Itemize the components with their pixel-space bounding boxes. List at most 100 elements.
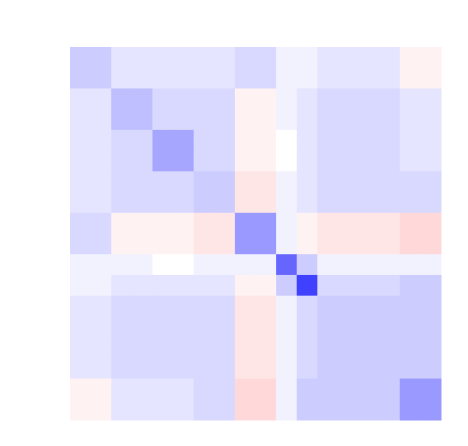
heatmap-cell — [193, 378, 215, 400]
heatmap-cell — [234, 233, 256, 255]
heatmap-cell — [90, 233, 112, 255]
heatmap-cell — [337, 254, 360, 276]
heatmap-cell — [152, 399, 174, 421]
heatmap-cell — [131, 337, 153, 359]
heatmap-cell — [276, 109, 298, 131]
heatmap-cell — [399, 88, 421, 110]
heatmap-cell — [70, 337, 92, 359]
heatmap-cell — [111, 129, 133, 152]
heatmap-cell — [193, 233, 215, 255]
heatmap-cell — [214, 192, 236, 214]
heatmap-cell — [152, 212, 174, 234]
heatmap-cell — [337, 129, 360, 152]
heatmap-cell — [420, 212, 442, 234]
heatmap-cell — [193, 212, 215, 234]
heatmap-cell — [173, 357, 195, 380]
heatmap-cell — [214, 212, 236, 234]
heatmap-cell — [173, 233, 195, 255]
heatmap-cell — [90, 357, 112, 380]
heatmap-cell — [193, 192, 215, 214]
heatmap-cell — [317, 192, 339, 214]
heatmap-cell — [420, 399, 442, 421]
heatmap-cell — [420, 88, 442, 110]
heatmap-cell — [420, 337, 442, 359]
heatmap-cell — [152, 88, 174, 110]
heatmap-cell — [420, 171, 442, 193]
heatmap-cell — [111, 274, 133, 297]
heatmap-cell — [379, 399, 401, 421]
heatmap-cell — [296, 109, 318, 131]
heatmap-cell — [379, 129, 401, 152]
heatmap-cell — [131, 378, 153, 400]
heatmap-cell — [379, 150, 401, 172]
heatmap-cell — [276, 88, 298, 110]
heatmap-cell — [111, 357, 133, 380]
heatmap-cell — [193, 150, 215, 172]
heatmap-cell — [255, 192, 277, 214]
heatmap-cell — [90, 129, 112, 152]
heatmap-cell — [399, 378, 421, 400]
heatmap-cell — [337, 295, 360, 317]
heatmap-cell — [296, 192, 318, 214]
heatmap-cell — [317, 274, 339, 297]
heatmap-cell — [90, 337, 112, 359]
heatmap-cell — [152, 316, 174, 338]
heatmap-cell — [152, 274, 174, 297]
heatmap-cell — [255, 233, 277, 255]
heatmap-cell — [317, 357, 339, 380]
heatmap-cell — [234, 274, 256, 297]
heatmap-cell — [70, 47, 92, 69]
heatmap-cell — [131, 67, 153, 89]
heatmap-cell — [296, 399, 318, 421]
heatmap-cell — [420, 316, 442, 338]
heatmap-cell — [111, 399, 133, 421]
heatmap-cell — [234, 47, 256, 69]
heatmap-cell — [234, 295, 256, 317]
heatmap-cell — [193, 67, 215, 89]
heatmap-cell — [255, 254, 277, 276]
heatmap-cell — [358, 233, 380, 255]
heatmap-cell — [296, 233, 318, 255]
heatmap-cell — [111, 378, 133, 400]
heatmap-cell — [337, 88, 360, 110]
heatmap-cell — [131, 316, 153, 338]
heatmap-cell — [90, 316, 112, 338]
heatmap-cell — [90, 67, 112, 89]
heatmap-cell — [214, 399, 236, 421]
heatmap-cell — [131, 171, 153, 193]
heatmap-cell — [420, 378, 442, 400]
heatmap-cell — [399, 274, 421, 297]
heatmap-cell — [399, 171, 421, 193]
heatmap-cell — [214, 378, 236, 400]
heatmap-cell — [379, 67, 401, 89]
heatmap-cell — [255, 129, 277, 152]
heatmap-cell — [234, 150, 256, 172]
heatmap-cell — [193, 47, 215, 69]
heatmap-cell — [234, 378, 256, 400]
heatmap-cell — [173, 399, 195, 421]
heatmap-cell — [296, 378, 318, 400]
heatmap-cell — [90, 192, 112, 214]
heatmap-cell — [234, 337, 256, 359]
heatmap-cell — [70, 109, 92, 131]
heatmap-cell — [379, 357, 401, 380]
heatmap-cell — [131, 274, 153, 297]
heatmap-cell — [296, 88, 318, 110]
heatmap-cell — [173, 129, 195, 152]
heatmap-cell — [70, 88, 92, 110]
heatmap-cell — [399, 295, 421, 317]
heatmap-cell — [255, 88, 277, 110]
heatmap-cell — [152, 171, 174, 193]
heatmap-cell — [255, 378, 277, 400]
heatmap-cell — [296, 316, 318, 338]
heatmap-cell — [337, 316, 360, 338]
heatmap-cell — [358, 399, 380, 421]
heatmap-cell — [296, 337, 318, 359]
heatmap-cell — [234, 109, 256, 131]
heatmap-cell — [255, 47, 277, 69]
heatmap-cell — [193, 316, 215, 338]
heatmap-cell — [111, 67, 133, 89]
heatmap-cell — [276, 337, 298, 359]
heatmap-cell — [358, 192, 380, 214]
heatmap-cell — [70, 150, 92, 172]
